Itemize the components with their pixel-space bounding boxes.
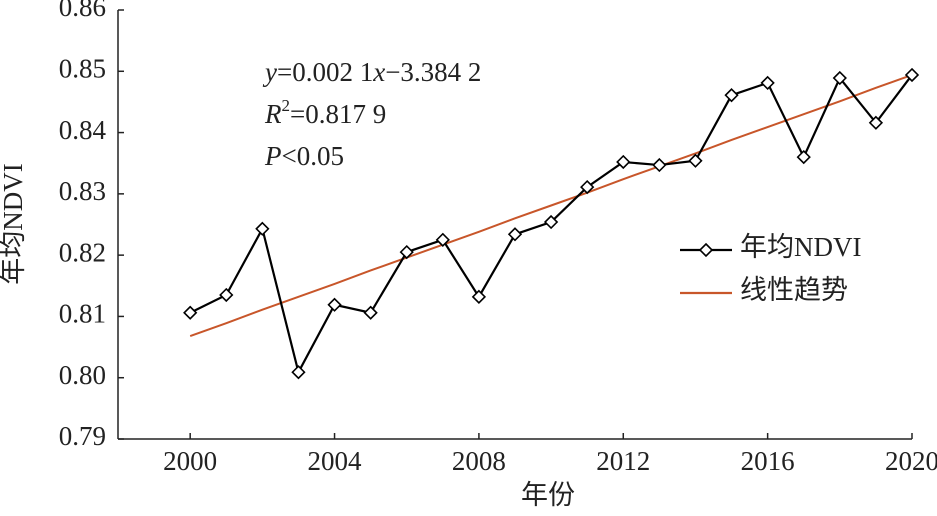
y-tick-label: 0.84 (59, 115, 107, 145)
annotation-part: =0.817 9 (290, 99, 386, 129)
annotation-part: <0.05 (282, 141, 344, 171)
annotation-part: P (264, 141, 282, 171)
data-point (616, 154, 631, 170)
data-point (796, 149, 811, 165)
y-tick-label: 0.80 (59, 360, 106, 390)
data-point (363, 305, 378, 320)
x-tick-label: 2016 (741, 446, 795, 476)
data-point (832, 70, 847, 86)
x-tick-label: 2020 (885, 446, 937, 476)
data-point (399, 244, 414, 260)
annotation-part: R (264, 99, 282, 129)
data-point (219, 287, 234, 303)
data-point (327, 297, 342, 312)
data-point (507, 227, 523, 242)
annotation: R2=0.817 9 (264, 96, 386, 129)
data-point (904, 67, 920, 83)
annotation: P<0.05 (264, 141, 344, 171)
data-point (760, 75, 775, 91)
data-point (868, 115, 884, 130)
data-point (580, 179, 595, 195)
data-point (435, 232, 450, 247)
y-tick-label: 0.81 (59, 299, 106, 329)
y-axis-label: 年均NDVI (0, 163, 28, 285)
y-tick-label: 0.83 (59, 176, 106, 206)
x-tick-label: 2012 (596, 446, 650, 476)
annotation-part: y (262, 57, 277, 87)
y-tick-label: 0.86 (59, 0, 106, 22)
y-tick-label: 0.79 (59, 421, 106, 451)
data-point (652, 157, 667, 173)
annotation-part: 2 (282, 96, 291, 115)
x-tick-label: 2000 (163, 446, 217, 476)
annotation-part: =0.002 1 (277, 57, 373, 87)
data-point (471, 289, 487, 304)
legend-label: 线性趋势 (740, 275, 848, 305)
y-tick-label: 0.82 (59, 237, 106, 267)
x-tick-label: 2008 (452, 446, 506, 476)
data-point (291, 365, 306, 380)
annotation-part: −3.384 2 (385, 57, 481, 87)
legend-label: 年均NDVI (740, 232, 862, 262)
data-point (688, 153, 703, 168)
data-point (724, 88, 739, 103)
data-point (543, 214, 559, 230)
series-line (189, 74, 913, 337)
data-point (255, 221, 270, 236)
x-tick-label: 2004 (308, 446, 363, 476)
data-point (183, 305, 198, 320)
annotation: y=0.002 1x−3.384 2 (262, 57, 481, 87)
x-axis-label: 年份 (521, 480, 575, 510)
legend-marker (698, 242, 714, 258)
y-tick-label: 0.85 (59, 53, 106, 83)
annotation-part: x (372, 57, 385, 87)
